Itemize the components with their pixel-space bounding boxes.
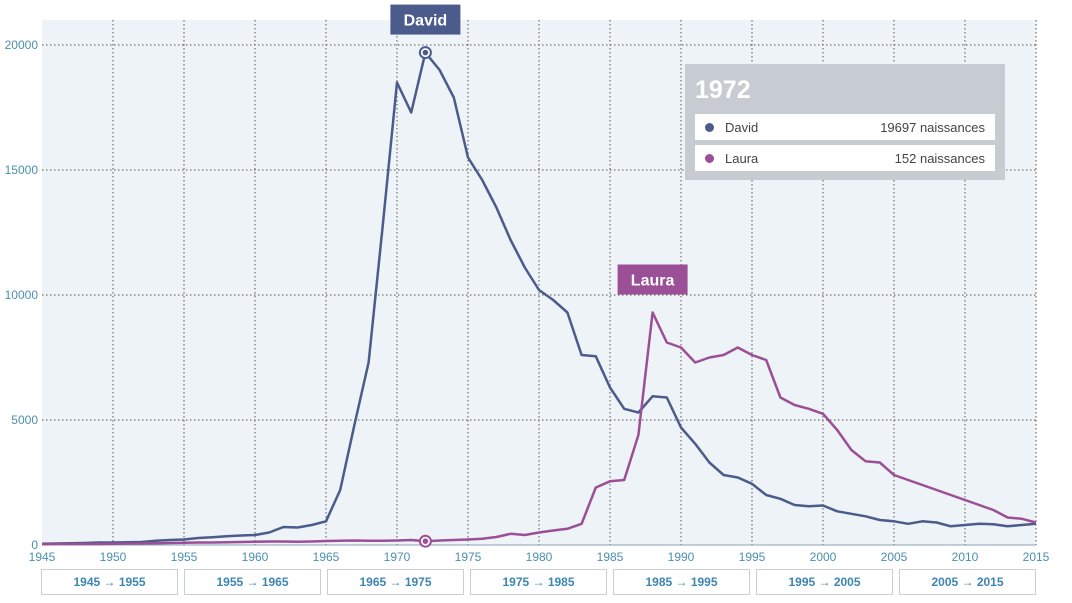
x-tick-label: 2005	[881, 550, 908, 564]
grid-x	[112, 20, 1037, 545]
tooltip-row-laura: Laura 152 naissances	[695, 145, 995, 171]
legend-dot-icon	[705, 154, 714, 163]
x-tick-label: 1990	[668, 550, 695, 564]
y-tick-labels: 0 5000 10000 15000 20000	[5, 38, 39, 552]
marker-dot-laura	[422, 538, 429, 544]
range-button-1955-1965[interactable]: 1955 → 1965	[184, 569, 321, 595]
x-tick-label: 2010	[952, 550, 979, 564]
x-tick-label: 1965	[313, 550, 340, 564]
tooltip-year: 1972	[695, 76, 751, 104]
series-label-box-david	[390, 4, 461, 35]
y-tick-label: 0	[31, 538, 38, 552]
highlight-markers	[418, 46, 432, 548]
y-tick-label: 5000	[11, 413, 38, 427]
x-tick-label: 1960	[242, 550, 269, 564]
x-tick-label: 1955	[171, 550, 198, 564]
x-tick-label: 1985	[597, 550, 624, 564]
tooltip-series-name: David	[725, 120, 759, 135]
series-line-laura	[41, 311, 1037, 546]
x-tick-label: 1945	[29, 550, 56, 564]
series-line-david	[41, 51, 1037, 546]
y-tick-label: 10000	[5, 288, 39, 302]
range-button-2005-2015[interactable]: 2005 → 2015	[899, 569, 1036, 595]
series-labels: David Laura	[390, 4, 688, 295]
x-tick-label: 1970	[384, 550, 411, 564]
tooltip-series-value: 152 naissances	[894, 151, 985, 166]
series-label-david: David	[404, 13, 448, 30]
tooltip-series-value: 19697 naissances	[880, 120, 985, 135]
x-tick-labels: 1945 1950 1955 1960 1965 1970 1975 1980 1985 1990…	[29, 550, 1050, 564]
tooltip: 1972 David 19697 naissances Laura 152 na…	[685, 64, 1005, 180]
x-tick-label: 2000	[810, 550, 837, 564]
range-button-1975-1985[interactable]: 1975 → 1985	[470, 569, 607, 595]
series-label-laura: Laura	[631, 273, 675, 290]
range-button-1995-2005[interactable]: 1995 → 2005	[756, 569, 893, 595]
x-tick-label: 1950	[100, 550, 127, 564]
legend-dot-icon	[705, 123, 714, 132]
y-tick-label: 20000	[5, 38, 39, 52]
series-label-box-laura	[617, 264, 688, 295]
x-tick-label: 1975	[455, 550, 482, 564]
y-tick-label: 15000	[5, 163, 39, 177]
marker-dot-david	[422, 49, 429, 56]
series-lines	[41, 51, 1037, 546]
x-tick-label: 1980	[526, 550, 553, 564]
tooltip-row-david: David 19697 naissances	[695, 114, 995, 140]
range-button-1985-1995[interactable]: 1985 → 1995	[613, 569, 750, 595]
range-button-1965-1975[interactable]: 1965 → 1975	[327, 569, 464, 595]
range-button-1945-1955[interactable]: 1945 → 1955	[41, 569, 178, 595]
x-tick-label: 2015	[1023, 550, 1050, 564]
x-tick-label: 1995	[739, 550, 766, 564]
tooltip-series-name: Laura	[725, 151, 759, 166]
